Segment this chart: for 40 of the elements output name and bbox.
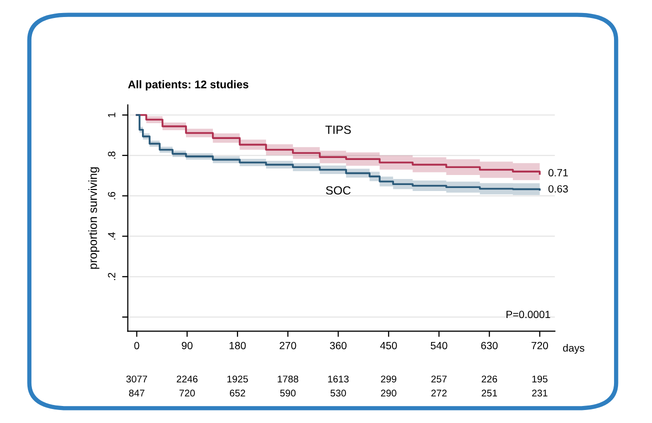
text: 231 — [532, 390, 548, 397]
text: 720 — [180, 390, 195, 397]
text: 272 — [431, 390, 447, 396]
text: 257 — [431, 376, 447, 382]
x-tick-label: 630 — [481, 342, 498, 350]
text: 652 — [230, 390, 246, 397]
text: 1925 — [227, 376, 248, 382]
x-axis-title: days — [563, 344, 584, 354]
chart-title: All patients: 12 studies — [128, 80, 248, 91]
series-label: SOC — [326, 186, 351, 195]
y-tick-label: .2 — [108, 272, 116, 280]
annotation: P=0.0001 — [506, 310, 550, 318]
text: 590 — [280, 390, 296, 397]
text: 251 — [482, 390, 498, 397]
x-tick-label: 180 — [230, 342, 246, 350]
y-tick-label: .8 — [108, 152, 116, 159]
y-tick-label: .4 — [108, 232, 116, 240]
text: 847 — [129, 390, 144, 397]
x-tick-label: 360 — [330, 342, 347, 350]
text: 290 — [380, 390, 396, 397]
x-tick-label: 450 — [380, 342, 397, 350]
text: 3077 — [126, 376, 148, 382]
annotation: 0.71 — [548, 169, 568, 176]
text: 299 — [380, 376, 396, 382]
x-tick-label: 90 — [182, 342, 193, 350]
text: 2246 — [176, 376, 198, 382]
series-label: TIPS — [325, 126, 351, 134]
y-tick-label: .6 — [108, 192, 116, 200]
text: 1613 — [328, 376, 349, 382]
x-tick-label: 540 — [430, 342, 448, 350]
text: 1788 — [278, 376, 298, 382]
text: 226 — [482, 376, 498, 382]
x-tick-label: 0 — [134, 342, 140, 350]
text: 530 — [330, 390, 346, 397]
y-tick-label: 1 — [108, 112, 116, 118]
y-axis-title: proportion surviving — [88, 167, 100, 269]
text: 195 — [532, 376, 548, 382]
x-tick-label: 270 — [280, 342, 296, 350]
annotation: 0.63 — [548, 185, 568, 193]
x-tick-label: 720 — [532, 342, 548, 350]
